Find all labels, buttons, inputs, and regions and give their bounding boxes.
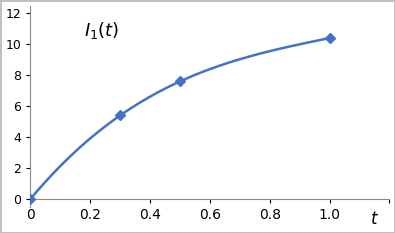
Text: $I_1(t)$: $I_1(t)$ bbox=[84, 21, 120, 41]
Text: t: t bbox=[371, 210, 378, 228]
